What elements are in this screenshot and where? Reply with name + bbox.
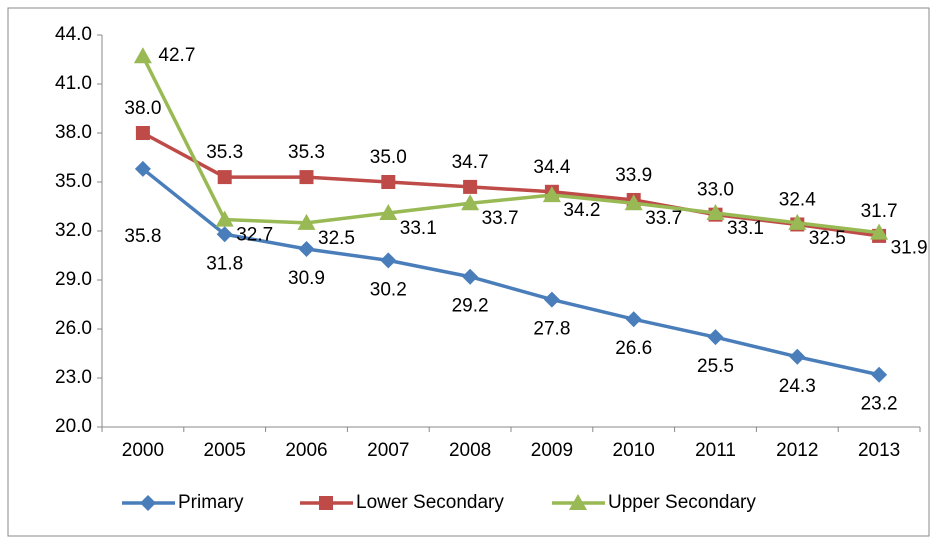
data-point	[625, 311, 642, 328]
legend-marker	[569, 494, 587, 510]
legend-label: Lower Secondary	[356, 492, 504, 513]
data-label: 42.7	[158, 45, 195, 66]
data-label: 33.9	[615, 165, 652, 186]
y-tick-label: 29.0	[55, 269, 92, 290]
y-tick-label: 41.0	[55, 73, 92, 94]
data-point	[381, 175, 396, 189]
data-label: 33.1	[727, 218, 764, 239]
data-label: 35.3	[288, 142, 325, 163]
data-point	[543, 291, 560, 308]
legend-marker	[140, 495, 156, 511]
data-label: 23.2	[861, 394, 898, 415]
data-label: 30.2	[370, 279, 407, 300]
data-point	[870, 223, 889, 240]
data-label: 33.7	[482, 208, 519, 229]
data-point	[135, 126, 150, 140]
x-tick-label: 2008	[449, 440, 491, 461]
x-tick-label: 2005	[204, 440, 246, 461]
chart-border	[7, 7, 930, 537]
data-label: 33.7	[645, 208, 682, 229]
data-label: 25.5	[697, 356, 734, 377]
data-label: 32.5	[809, 228, 846, 249]
data-point	[789, 348, 806, 365]
data-label: 26.6	[615, 338, 652, 359]
data-label: 31.9	[891, 238, 928, 259]
y-tick-label: 26.0	[55, 318, 92, 339]
data-point	[134, 160, 151, 177]
data-point	[216, 226, 233, 243]
x-tick-label: 2006	[285, 440, 327, 461]
data-label: 33.0	[697, 180, 734, 201]
data-label: 35.8	[124, 226, 161, 247]
legend-label: Upper Secondary	[608, 492, 756, 513]
x-tick-label: 2007	[367, 440, 409, 461]
data-label: 31.7	[861, 201, 898, 222]
y-tick-label: 20.0	[55, 416, 92, 437]
data-label: 24.3	[779, 376, 816, 397]
y-tick-label: 32.0	[55, 220, 92, 241]
data-label: 34.7	[452, 152, 489, 173]
x-tick-label: 2012	[776, 440, 818, 461]
legend-label: Primary	[178, 492, 244, 513]
data-label: 31.8	[206, 253, 243, 274]
y-tick-label: 35.0	[55, 171, 92, 192]
data-point	[707, 329, 724, 346]
legend-marker	[319, 496, 333, 510]
data-point	[133, 47, 152, 64]
data-point	[215, 210, 234, 227]
series-line	[141, 167, 880, 377]
data-label: 35.3	[206, 142, 243, 163]
data-point	[706, 204, 725, 221]
y-tick-label: 44.0	[55, 24, 92, 45]
data-label: 34.4	[533, 157, 570, 178]
data-point	[542, 186, 561, 203]
x-tick-label: 2010	[613, 440, 655, 461]
data-label: 33.1	[400, 218, 437, 239]
data-label: 32.4	[779, 189, 816, 210]
data-point	[871, 366, 888, 383]
series-line	[141, 55, 880, 235]
data-label: 29.2	[452, 296, 489, 317]
data-point	[461, 194, 480, 211]
data-point	[788, 213, 807, 230]
x-tick-label: 2009	[531, 440, 573, 461]
data-label: 27.8	[533, 319, 570, 340]
data-point	[462, 268, 479, 285]
data-point	[624, 194, 643, 211]
data-point	[297, 213, 316, 230]
x-tick-label: 2013	[858, 440, 900, 461]
data-point	[463, 179, 478, 194]
data-label: 32.7	[236, 225, 273, 246]
data-point	[298, 240, 315, 257]
data-label: 32.5	[318, 228, 355, 249]
data-label: 35.0	[370, 147, 407, 168]
data-point	[379, 204, 398, 221]
y-tick-label: 38.0	[55, 122, 92, 143]
y-tick-label: 23.0	[55, 367, 92, 388]
x-tick-label: 2011	[695, 440, 736, 461]
data-point	[299, 170, 314, 185]
data-point	[380, 252, 397, 269]
data-label: 38.0	[124, 98, 161, 119]
data-label: 34.2	[563, 200, 600, 221]
data-point	[217, 170, 232, 185]
x-tick-label: 2000	[122, 440, 164, 461]
data-label: 30.9	[288, 268, 325, 289]
